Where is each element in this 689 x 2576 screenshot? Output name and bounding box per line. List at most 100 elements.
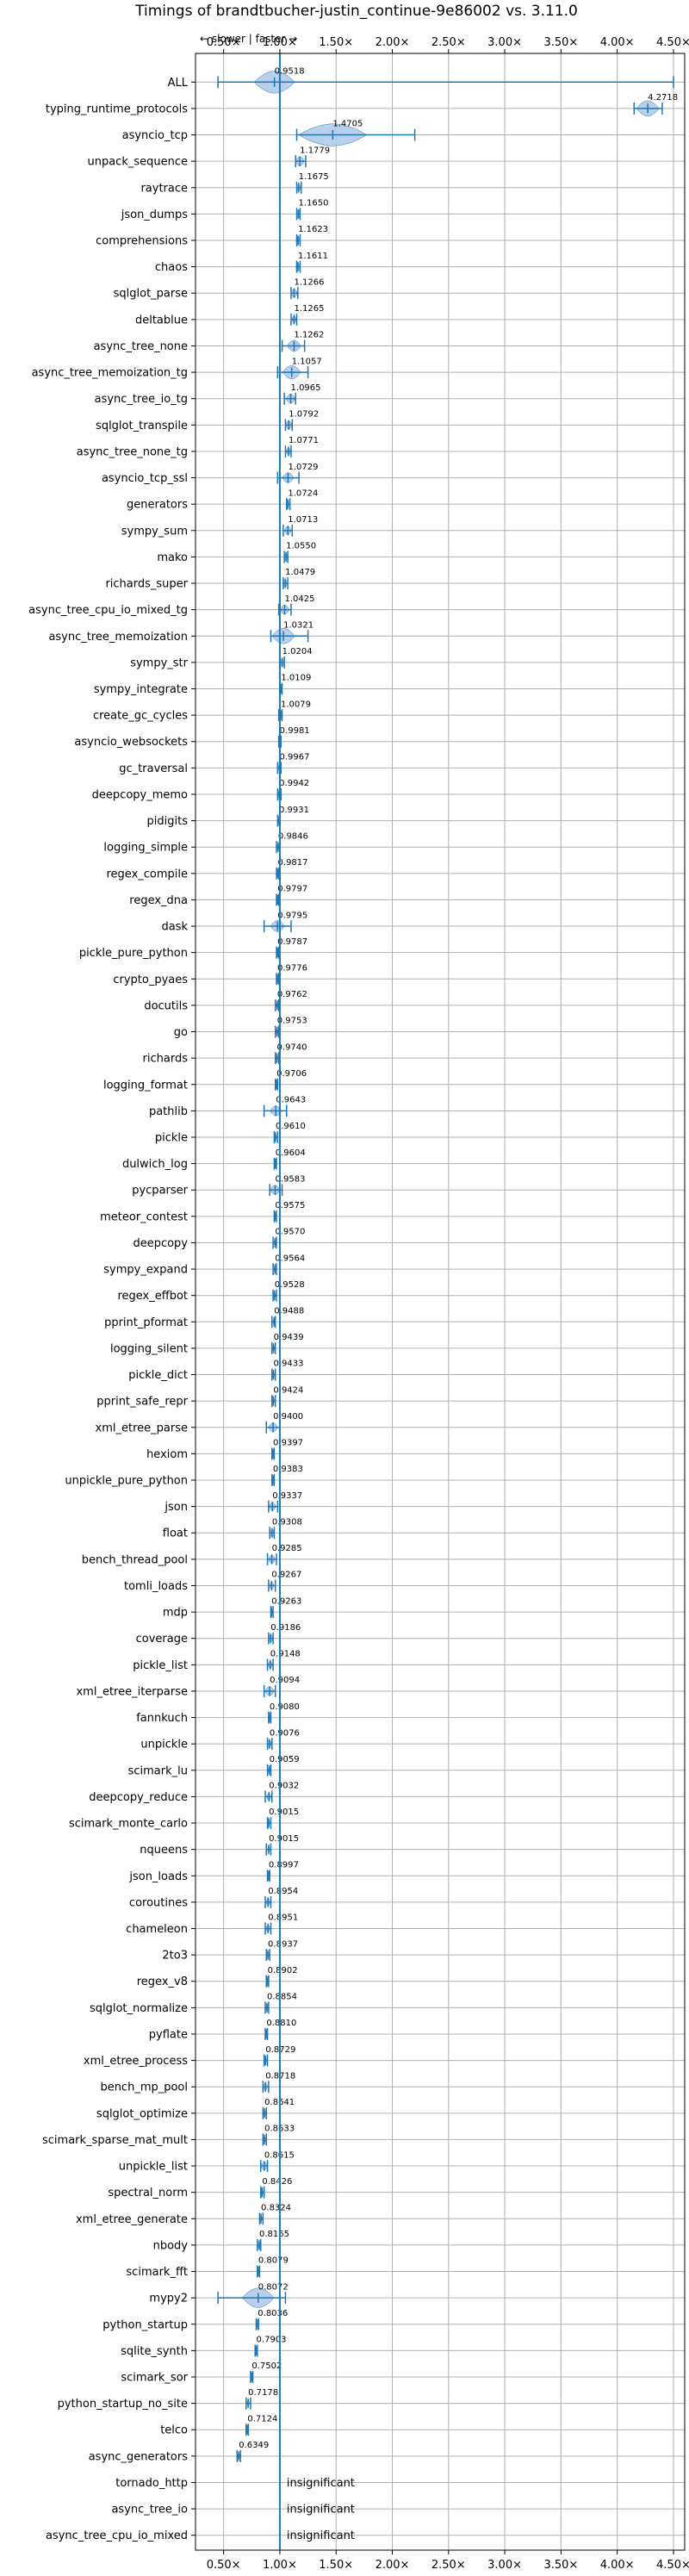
benchmark-label: docutils [144, 999, 188, 1012]
value-label: 0.9787 [277, 937, 307, 947]
benchmark-label: pickle_list [133, 1659, 188, 1672]
benchmark-label: pickle [155, 1131, 188, 1144]
x-tick-label-bottom: 0.50× [207, 2559, 241, 2572]
benchmark-label: asyncio_tcp [122, 129, 188, 142]
benchmark-label: deltablue [135, 314, 188, 327]
benchmark-label: pickle_dict [128, 1369, 188, 1382]
benchmark-label: dask [161, 921, 188, 934]
value-label: 0.9575 [275, 1201, 305, 1210]
benchmark-label: nqueens [140, 1844, 188, 1857]
value-label: 0.9706 [276, 1069, 307, 1079]
value-label: 0.8072 [258, 2282, 289, 2292]
benchmark-label: pyflate [149, 2028, 188, 2041]
value-label: 1.1057 [292, 357, 322, 366]
value-label: 1.0550 [286, 542, 316, 551]
benchmark-label: regex_dna [129, 894, 188, 907]
benchmark-label: sqlglot_optimize [96, 2107, 188, 2120]
benchmark-label: spectral_norm [108, 2187, 188, 2200]
x-tick-label-top: 1.00× [263, 36, 297, 49]
value-label: 0.8810 [266, 2019, 296, 2028]
value-label: 0.9337 [272, 1491, 302, 1501]
value-label: 0.8165 [259, 2230, 289, 2239]
value-label: 1.1675 [299, 172, 329, 182]
value-label: 0.9564 [275, 1254, 305, 1263]
benchmark-label: sympy_expand [103, 1264, 188, 1277]
value-label: 1.1266 [294, 277, 324, 287]
value-label: 0.9570 [275, 1228, 305, 1237]
benchmark-label: unpickle_list [119, 2161, 188, 2174]
value-label: 0.9439 [274, 1333, 304, 1342]
insignificant-label: insignificant [287, 2504, 355, 2517]
value-label: 1.0321 [283, 620, 313, 630]
value-label: 0.7903 [257, 2336, 287, 2345]
violin-marks: 0.9518 4.2718 1.4705 1.1779 1.1675 1.1650 1.16… [217, 53, 678, 2550]
value-label: 0.9308 [272, 1517, 302, 1527]
value-label: 0.9186 [270, 1623, 301, 1633]
value-label: 0.9610 [276, 1122, 306, 1131]
value-label: 1.0965 [291, 383, 321, 393]
value-label: 0.9967 [280, 753, 310, 762]
benchmark-label: json_loads [128, 1870, 188, 1883]
benchmark-label: float [163, 1528, 188, 1540]
x-tick-label-bottom: 3.00× [487, 2559, 522, 2572]
benchmark-label: raytrace [140, 182, 188, 195]
benchmark-label: dulwich_log [122, 1158, 188, 1171]
benchmark-label: xml_etree_parse [96, 1422, 188, 1434]
benchmark-label: sqlglot_normalize [90, 2002, 188, 2015]
benchmark-label: logging_simple [103, 842, 188, 855]
value-label: 1.0771 [289, 436, 319, 445]
benchmark-label: mako [157, 551, 188, 564]
benchmark-label: chameleon [126, 1923, 188, 1936]
x-tick-label-top: 2.50× [431, 36, 466, 49]
benchmark-label: typing_runtime_protocols [46, 103, 188, 115]
benchmark-label: ALL [168, 77, 189, 90]
y-axis-categories: ALL typing_runtime_protocols asyncio_tcpun… [28, 77, 196, 2542]
benchmark-label: pprint_pformat [104, 1316, 188, 1329]
x-tick-label-bottom: 4.00× [600, 2559, 635, 2572]
benchmark-label: async_tree_io_tg [95, 393, 188, 406]
value-label: 0.8902 [268, 1966, 298, 1976]
value-label: 0.8079 [258, 2256, 289, 2266]
x-tick-label-top: 2.00× [376, 36, 410, 49]
benchmark-label: tornado_http [115, 2477, 188, 2490]
value-label: 1.0713 [288, 515, 318, 525]
value-label: 0.9076 [270, 1728, 300, 1738]
benchmark-label: telco [160, 2424, 188, 2437]
value-label: 0.9942 [279, 779, 309, 788]
benchmark-label: async_tree_none_tg [77, 445, 188, 458]
value-label: 0.9032 [269, 1782, 299, 1791]
value-label: 0.9518 [275, 67, 305, 77]
value-label: 1.1611 [298, 252, 328, 261]
value-label: 0.9267 [271, 1571, 301, 1580]
benchmark-label: sqlglot_transpile [96, 420, 188, 432]
benchmark-label: async_tree_memoization [48, 631, 188, 644]
benchmark-label: async_tree_io [111, 2504, 188, 2517]
value-label: 4.2718 [648, 93, 678, 103]
value-label: 1.0792 [289, 410, 319, 420]
value-label: 1.0425 [284, 594, 314, 604]
x-tick-label-bottom: 4.50× [656, 2559, 689, 2572]
value-label: 1.1623 [298, 225, 328, 234]
benchmark-label: mypy2 [149, 2293, 188, 2305]
benchmark-label: asyncio_websockets [74, 736, 188, 749]
value-label: 0.9795 [277, 911, 307, 920]
value-label: 0.9094 [270, 1676, 300, 1685]
value-label: 0.9433 [274, 1360, 304, 1369]
value-label: 0.8954 [268, 1887, 298, 1896]
value-label: 0.8951 [268, 1913, 298, 1923]
x-tick-label-top: 3.00× [487, 36, 522, 49]
value-label: 0.9753 [277, 1017, 307, 1026]
x-tick-label-bottom: 1.50× [319, 2559, 353, 2572]
benchmark-label: scimark_sparse_mat_mult [42, 2134, 188, 2147]
value-label: 0.9817 [278, 858, 308, 868]
benchmark-label: deepcopy_reduce [89, 1791, 188, 1804]
value-label: 0.9981 [280, 726, 310, 736]
value-label: 0.8997 [269, 1860, 299, 1870]
benchmark-label: pickle_pure_python [79, 947, 188, 960]
value-label: 0.9797 [277, 885, 307, 894]
benchmark-label: scimark_fft [126, 2266, 188, 2279]
benchmark-label: xml_etree_generate [76, 2213, 188, 2226]
value-label: 0.9762 [277, 990, 307, 999]
x-axis-bottom: 0.50× 1.00× 1.50× 2.00× 2.50× 3.00× 3.50× 4.00×… [207, 2550, 689, 2572]
benchmark-label: richards_super [105, 578, 188, 591]
